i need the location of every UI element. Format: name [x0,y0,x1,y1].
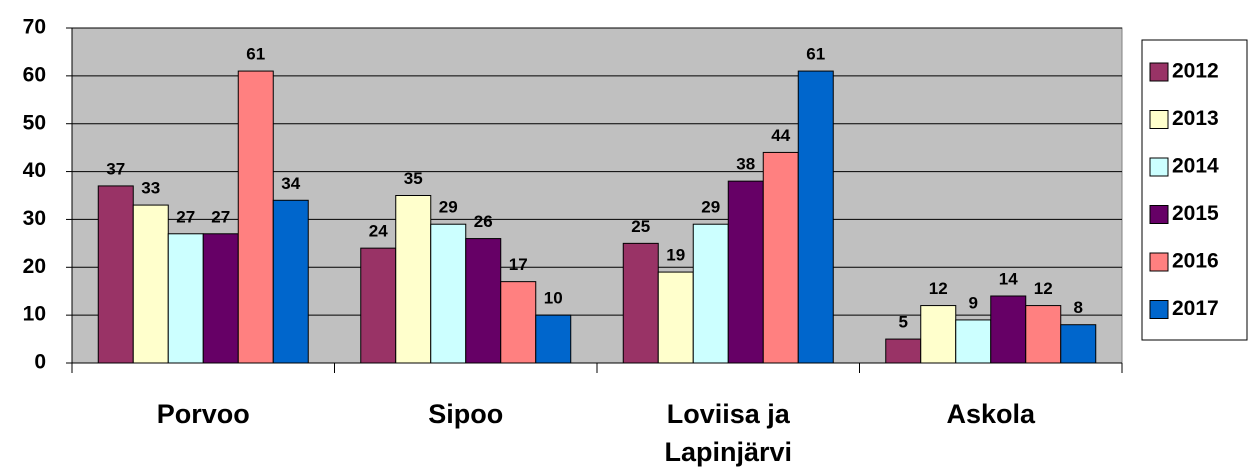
bar [272,199,309,364]
legend-swatch [1149,62,1169,82]
bar [1025,305,1062,364]
bar [622,242,659,364]
data-label: 12 [1034,279,1053,298]
bar [360,247,397,364]
data-label: 27 [176,207,195,226]
bar [920,305,957,364]
x-tick-label: Loviisa ja Lapinjärvi [664,399,793,467]
bar [1060,324,1097,364]
bar [797,70,834,364]
legend-label: 2013 [1172,107,1219,130]
data-label: 5 [899,313,908,332]
legend-label: 2014 [1172,155,1219,178]
bar [132,204,169,364]
data-label: 37 [106,159,125,178]
data-label: 44 [771,126,790,145]
bar [535,314,572,364]
y-tick-label: 0 [34,351,46,374]
bar [237,70,274,364]
data-label: 14 [999,269,1018,288]
bar [727,180,764,364]
y-tick-label: 10 [23,303,46,326]
data-label: 19 [666,246,685,265]
data-label: 33 [141,179,160,198]
bar [692,223,729,364]
data-label: 10 [544,289,563,308]
data-label: 12 [929,279,948,298]
bar [167,233,204,364]
legend-swatch [1149,110,1169,129]
legend-swatch [1149,252,1169,272]
bar [885,338,922,364]
data-label: 38 [736,155,755,174]
data-label: 25 [631,217,650,236]
data-label: 29 [701,198,720,217]
data-label: 29 [439,198,458,217]
y-tick-label: 70 [23,16,46,39]
bar [657,271,694,364]
legend-swatch [1149,157,1169,177]
data-label: 17 [509,255,528,274]
bar [465,238,502,364]
y-tick-label: 30 [23,207,46,230]
legend-box [1141,39,1248,341]
bar [990,295,1027,364]
bar [395,195,432,364]
y-tick-label: 50 [23,111,46,134]
bar [762,151,799,364]
legend-swatch [1149,205,1169,224]
y-tick-label: 60 [23,63,46,86]
legend-label: 2012 [1172,60,1219,83]
data-label: 24 [369,222,388,241]
legend-label: 2016 [1172,250,1219,273]
y-tick-label: 20 [23,255,46,278]
legend-label: 2017 [1172,297,1219,320]
data-label: 61 [246,45,265,64]
bar [955,319,992,364]
x-tick-label: Askola [946,399,1036,429]
x-tick-label: Porvoo [156,399,250,429]
bar [202,233,239,364]
y-tick-label: 40 [23,159,46,182]
data-label: 61 [806,45,825,64]
x-tick-label: Sipoo [428,399,504,429]
data-label: 9 [969,293,978,312]
data-label: 27 [211,207,230,226]
data-label: 34 [281,174,300,193]
bar [500,281,537,364]
legend-swatch [1149,300,1169,319]
bar [97,185,134,364]
legend-label: 2015 [1172,202,1219,225]
data-label: 35 [404,169,423,188]
data-label: 8 [1074,298,1083,317]
data-label: 26 [474,212,493,231]
bar [430,223,467,364]
